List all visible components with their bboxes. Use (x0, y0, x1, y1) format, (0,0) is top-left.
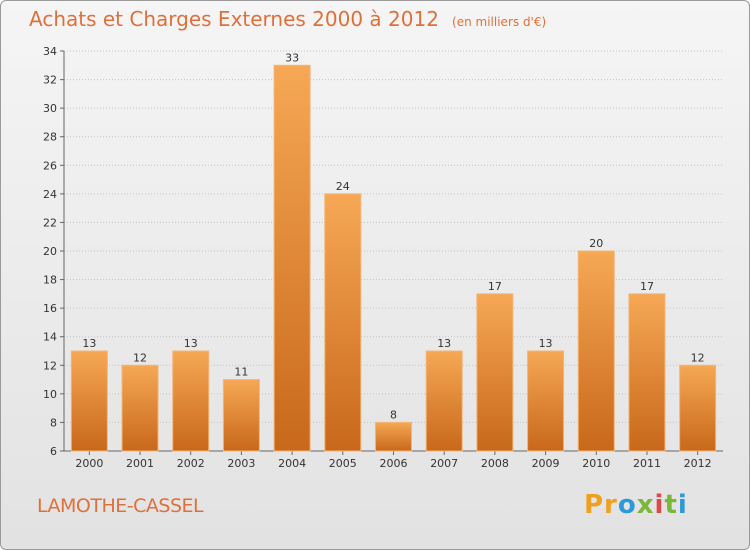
bar (375, 421, 412, 452)
bar (172, 350, 210, 452)
bar-value-label: 33 (285, 51, 299, 64)
y-tick-label: 28 (43, 131, 57, 144)
bar-value-label: 12 (133, 351, 147, 364)
y-tick-label: 10 (43, 388, 57, 401)
bar-value-label: 17 (488, 280, 502, 293)
bar (222, 379, 260, 452)
bar (679, 364, 717, 452)
proxiti-logo: Proxiti (584, 490, 688, 520)
bar (476, 293, 514, 452)
bar (628, 293, 666, 452)
y-tick-label: 30 (43, 102, 57, 115)
bar (121, 364, 159, 452)
bar-value-label: 13 (437, 337, 451, 350)
bar-value-label: 13 (184, 337, 198, 350)
town-name: LAMOTHE-CASSEL (37, 495, 204, 517)
bar (273, 64, 311, 452)
x-tick-label: 2002 (177, 457, 205, 470)
x-tick-label: 2007 (430, 457, 458, 470)
bar-value-label: 12 (691, 351, 705, 364)
chart-title: Achats et Charges Externes 2000 à 2012 (29, 7, 439, 31)
bar-value-label: 13 (82, 337, 96, 350)
y-tick-label: 8 (50, 416, 57, 429)
bar-value-label: 17 (640, 280, 654, 293)
x-tick-label: 2003 (227, 457, 255, 470)
x-tick-label: 2001 (126, 457, 154, 470)
bar (70, 350, 108, 452)
chart-subtitle: (en milliers d'€) (452, 15, 547, 29)
bar (527, 350, 565, 452)
bar (577, 250, 615, 452)
y-tick-label: 32 (43, 74, 57, 87)
bar-value-label: 24 (336, 180, 350, 193)
y-tick-label: 18 (43, 274, 57, 287)
bar (324, 193, 362, 452)
bar-value-label: 13 (539, 337, 553, 350)
x-tick-label: 2010 (582, 457, 610, 470)
y-tick-label: 34 (43, 45, 57, 58)
title-row: Achats et Charges Externes 2000 à 2012 (… (29, 7, 546, 31)
bar (425, 350, 463, 452)
x-tick-label: 2011 (633, 457, 661, 470)
x-tick-label: 2012 (684, 457, 712, 470)
x-tick-label: 2004 (278, 457, 306, 470)
y-tick-label: 16 (43, 302, 57, 315)
y-tick-label: 14 (43, 331, 57, 344)
x-tick-label: 2006 (380, 457, 408, 470)
x-tick-label: 2008 (481, 457, 509, 470)
y-tick-label: 20 (43, 245, 57, 258)
plot-area (64, 51, 723, 451)
x-tick-label: 2005 (329, 457, 357, 470)
bar-value-label: 8 (390, 408, 397, 421)
x-tick-label: 2000 (75, 457, 103, 470)
y-tick-label: 12 (43, 359, 57, 372)
x-tick-label: 2009 (532, 457, 560, 470)
y-tick-label: 24 (43, 188, 57, 201)
bar-value-label: 11 (234, 366, 248, 379)
bar-value-label: 20 (589, 237, 603, 250)
y-tick-label: 22 (43, 216, 57, 229)
y-tick-label: 6 (50, 445, 57, 458)
y-tick-label: 26 (43, 159, 57, 172)
